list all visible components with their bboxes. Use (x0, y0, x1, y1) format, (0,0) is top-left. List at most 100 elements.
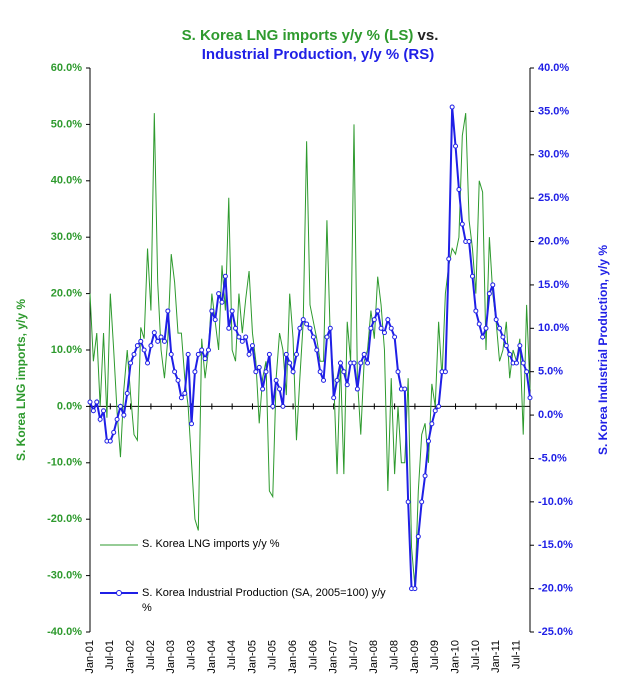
data-point (233, 325, 239, 331)
y2-tick-label: -20.0% (538, 583, 573, 595)
data-point (260, 386, 266, 392)
data-point (453, 143, 459, 149)
data-point (293, 351, 299, 357)
data-point (185, 351, 191, 357)
data-point (361, 351, 367, 357)
y-tick-label: 40.0% (51, 175, 82, 187)
x-tick-label: Jul-07 (348, 640, 360, 670)
data-point (138, 338, 144, 344)
data-point (527, 395, 533, 401)
data-point (121, 412, 127, 418)
data-point (229, 308, 235, 314)
data-point (517, 343, 523, 349)
data-point (415, 534, 421, 540)
data-point (446, 256, 452, 262)
data-point (87, 399, 93, 405)
x-tick-label: Jan-04 (206, 640, 218, 674)
data-point (385, 317, 391, 323)
data-point (486, 291, 492, 297)
y2-tick-label: 40.0% (538, 62, 569, 74)
x-tick-label: Jan-11 (490, 640, 502, 673)
y-tick-label: 30.0% (51, 231, 82, 243)
x-tick-label: Jul-09 (429, 640, 441, 670)
data-point (94, 399, 100, 405)
x-tick-label: Jan-07 (328, 640, 340, 674)
data-point (249, 343, 255, 349)
data-point (277, 386, 283, 392)
x-tick-label: Jul-11 (510, 640, 522, 669)
data-point (480, 334, 486, 340)
data-point (141, 347, 147, 353)
data-point (205, 347, 211, 353)
data-point (459, 221, 465, 227)
data-point (500, 334, 506, 340)
data-point (111, 429, 117, 435)
data-point (507, 351, 513, 357)
data-point (324, 334, 330, 340)
data-point (317, 369, 323, 375)
data-point (239, 338, 245, 344)
data-point (497, 325, 503, 331)
data-point (378, 325, 384, 331)
data-point (520, 360, 526, 366)
data-point (145, 360, 151, 366)
y2-tick-label: 20.0% (538, 235, 569, 247)
x-tick-label: Jan-08 (368, 640, 380, 674)
data-point (195, 351, 201, 357)
y2-tick-label: 10.0% (538, 322, 569, 334)
x-tick-label: Jul-08 (389, 640, 401, 670)
y-axis-label: S. Korea LNG imports, y/y % (14, 299, 28, 461)
data-point (134, 343, 140, 349)
x-tick-label: Jul-03 (185, 640, 197, 670)
data-point (334, 377, 340, 383)
data-point (148, 343, 154, 349)
data-point (425, 438, 431, 444)
y-tick-label: 10.0% (51, 344, 82, 356)
y-tick-label: 60.0% (51, 62, 82, 74)
x-tick-label: Jan-06 (287, 640, 299, 674)
y2-tick-label: -25.0% (538, 626, 573, 638)
data-point (236, 334, 242, 340)
data-point (513, 360, 519, 366)
title-part: vs. (418, 27, 439, 44)
x-tick-label: Jan-05 (246, 640, 258, 674)
data-point (314, 347, 320, 353)
y2-tick-label: 5.0% (538, 366, 563, 378)
y-tick-label: -10.0% (47, 457, 82, 469)
data-point (287, 360, 293, 366)
data-point (219, 299, 225, 305)
series-line (89, 113, 531, 587)
data-point (151, 330, 157, 336)
y2-axis-label: S. Korea Industrial Production, y/y % (596, 245, 610, 455)
data-point (175, 377, 181, 383)
data-point (327, 325, 333, 331)
data-point (202, 356, 208, 362)
data-point (341, 369, 347, 375)
data-point (300, 317, 306, 323)
data-point (178, 395, 184, 401)
data-point (263, 369, 269, 375)
data-point (304, 321, 310, 327)
data-point (493, 317, 499, 323)
data-point (432, 408, 438, 414)
data-point (469, 273, 475, 279)
data-point (307, 325, 313, 331)
data-point (405, 499, 411, 505)
data-point (222, 273, 228, 279)
data-point (388, 325, 394, 331)
y2-tick-label: -10.0% (538, 496, 573, 508)
chart-title: S. Korea LNG imports y/y % (LS) vs. (182, 27, 439, 44)
data-point (429, 421, 435, 427)
data-point (402, 386, 408, 392)
data-point (483, 325, 489, 331)
data-point (158, 334, 164, 340)
x-tick-label: Jul-01 (104, 640, 116, 670)
data-point (337, 360, 343, 366)
data-point (226, 325, 232, 331)
legend-swatch (116, 590, 122, 596)
data-point (395, 369, 401, 375)
data-point (503, 343, 509, 349)
data-point (473, 308, 479, 314)
